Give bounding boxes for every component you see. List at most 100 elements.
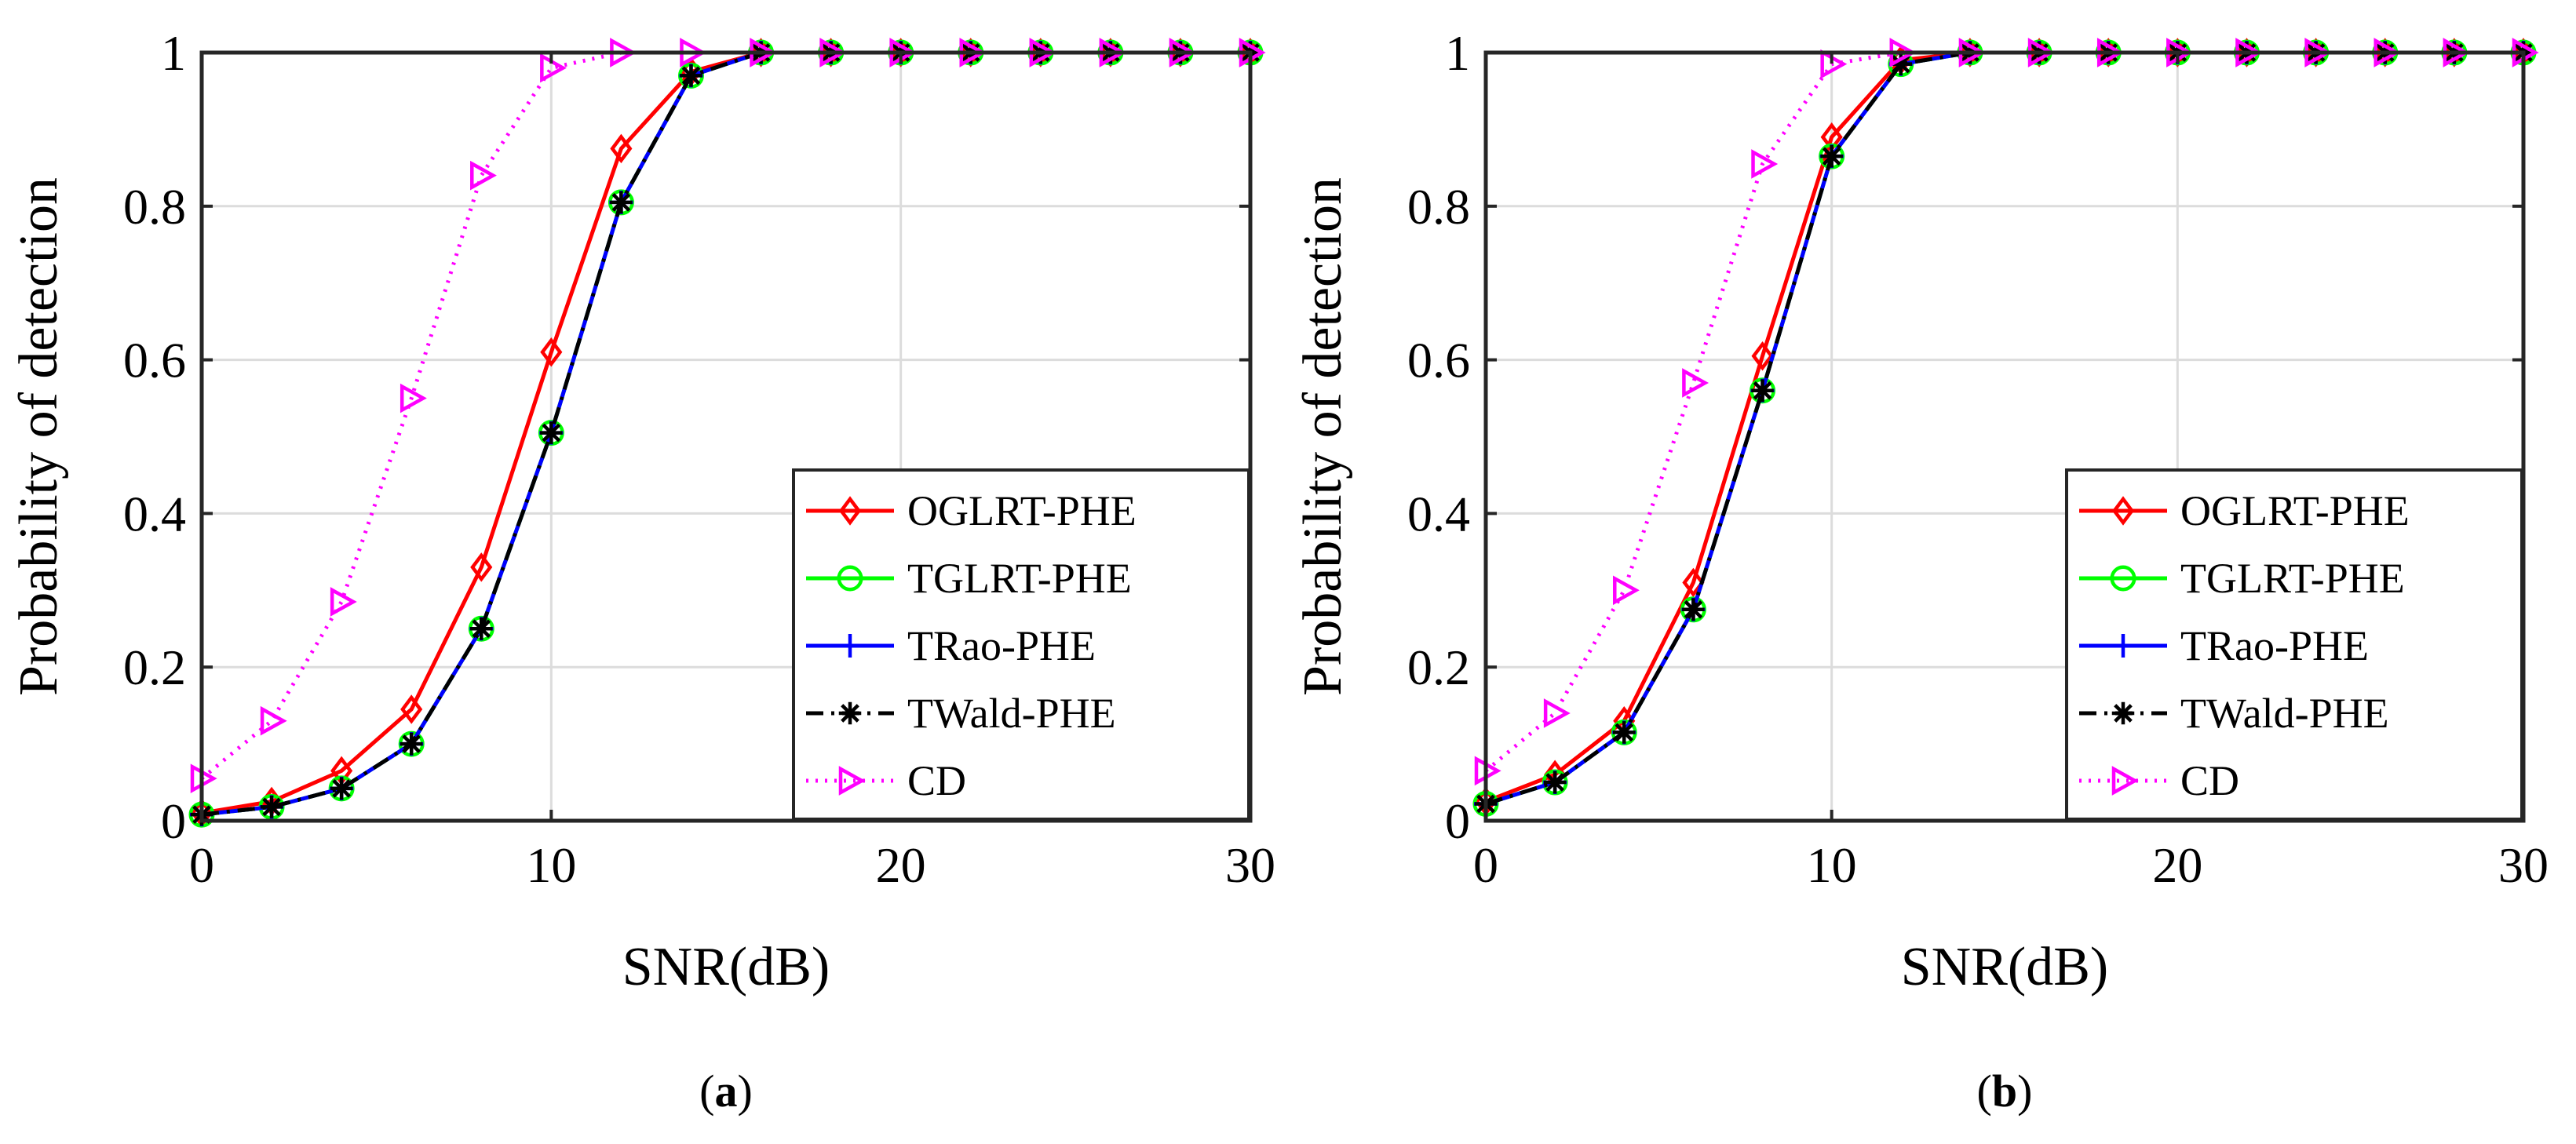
x-tick-label: 30 — [1225, 837, 1275, 893]
data-point — [400, 732, 423, 756]
x-tick-label: 20 — [876, 837, 926, 893]
legend-marker — [2111, 634, 2135, 658]
data-point-4 — [402, 734, 421, 753]
panel-label-letter: b — [1992, 1066, 2017, 1117]
data-point — [260, 705, 287, 736]
legend-label: TWald-PHE — [2180, 690, 2389, 737]
legend-label: TGLRT-PHE — [907, 555, 1132, 602]
data-point-4 — [1615, 723, 1634, 742]
legend-label: OGLRT-PHE — [2180, 487, 2410, 534]
legend-marker — [2111, 701, 2135, 725]
data-point — [540, 337, 563, 367]
y-tick-label: 1 — [1445, 25, 1470, 81]
y-tick-label: 0 — [1445, 793, 1470, 849]
data-point-4 — [1545, 773, 1564, 792]
legend-marker-4 — [841, 704, 859, 723]
y-tick-label: 0.6 — [1407, 333, 1470, 388]
data-point — [1613, 721, 1636, 744]
data-point — [1543, 771, 1567, 794]
y-axis-title: Probability of detection — [1293, 177, 1353, 696]
data-point-4 — [1891, 54, 1910, 74]
data-point-4 — [472, 619, 491, 639]
legend-label: CD — [2180, 757, 2239, 804]
data-point-4 — [332, 779, 351, 798]
y-axis-title: Probability of detection — [9, 177, 69, 696]
x-tick-label: 0 — [189, 837, 214, 893]
y-tick-label: 0.8 — [1407, 179, 1470, 235]
legend-marker — [2111, 766, 2139, 796]
legend-item-trao-phe: TRao-PHE — [806, 622, 1096, 669]
panel-label: (b) — [1977, 1066, 2033, 1117]
chart-panel-a: 0 10 20 30 0 0.2 0.4 0.6 0.8 1 SNR(dB) Probability … — [9, 25, 1275, 1117]
legend-item-oglrt-phe: OGLRT-PHE — [2079, 487, 2410, 534]
data-point — [400, 383, 427, 414]
legend-item-twald-phe: TWald-PHE — [2079, 690, 2389, 737]
legend-item-cd: CD — [806, 757, 966, 804]
data-point-4 — [262, 797, 281, 817]
chart-panel-b: 0 10 20 30 0 0.2 0.4 0.6 0.8 1 SNR(dB) Probability … — [1293, 25, 2549, 1117]
x-tick-label: 10 — [526, 837, 576, 893]
legend-label: CD — [907, 757, 966, 804]
data-point-4 — [1822, 147, 1841, 166]
legend-marker — [2110, 565, 2136, 592]
data-point — [540, 421, 563, 444]
legend-marker — [837, 565, 863, 592]
legend-item-trao-phe: TRao-PHE — [2079, 622, 2369, 669]
panel-label-letter: a — [715, 1066, 738, 1117]
x-axis-title: SNR(dB) — [1901, 937, 2108, 997]
data-point — [610, 191, 633, 214]
legend-marker — [838, 496, 862, 526]
data-point — [1682, 598, 1705, 621]
data-point — [470, 160, 497, 191]
panel-label-close: ) — [738, 1066, 753, 1117]
legend-label: OGLRT-PHE — [907, 487, 1137, 534]
y-tick-label: 0 — [161, 793, 186, 849]
data-point-4 — [1753, 381, 1772, 400]
y-tick-label: 0.8 — [123, 179, 186, 235]
panel-label-open: ( — [1977, 1066, 1992, 1117]
x-tick-label: 20 — [2152, 837, 2202, 893]
data-point-4 — [611, 193, 631, 212]
panel-label-open: ( — [699, 1066, 714, 1117]
legend-label: TRao-PHE — [2180, 622, 2369, 669]
data-point — [1751, 149, 1779, 179]
legend: OGLRT-PHE TGLRT-PHE TRao-PHE TWald-PHE CD — [2065, 468, 2523, 821]
legend-marker — [838, 766, 866, 796]
legend-item-tglrt-phe: TGLRT-PHE — [806, 555, 1132, 602]
legend-item-tglrt-phe: TGLRT-PHE — [2079, 555, 2405, 602]
data-point — [470, 618, 493, 640]
data-point — [1613, 575, 1640, 606]
data-point-4 — [1684, 599, 1703, 619]
y-tick-label: 0.6 — [123, 333, 186, 388]
data-point — [1820, 144, 1843, 168]
x-axis-title: SNR(dB) — [622, 937, 830, 997]
data-point — [680, 64, 702, 87]
panel-label: (a) — [699, 1066, 753, 1117]
x-tick-label: 30 — [2498, 837, 2549, 893]
data-point — [260, 796, 283, 818]
panel-label-close: ) — [2017, 1066, 2032, 1117]
legend-marker — [2111, 496, 2135, 526]
data-point — [330, 777, 353, 800]
data-point — [330, 587, 357, 617]
legend-label: TGLRT-PHE — [2180, 555, 2405, 602]
y-tick-label: 0.4 — [1407, 486, 1470, 541]
data-point — [1682, 368, 1709, 398]
data-point-4 — [542, 423, 561, 443]
x-tick-label: 10 — [1807, 837, 1857, 893]
axes-box — [1483, 50, 2526, 823]
legend: OGLRT-PHE TGLRT-PHE TRao-PHE TWald-PHE CD — [792, 468, 1250, 821]
y-tick-label: 0.2 — [1407, 639, 1470, 695]
legend-item-twald-phe: TWald-PHE — [806, 690, 1116, 737]
data-point-4 — [681, 66, 701, 86]
legend-label: TRao-PHE — [907, 622, 1096, 669]
legend-item-oglrt-phe: OGLRT-PHE — [806, 487, 1137, 534]
y-tick-label: 1 — [161, 25, 186, 81]
legend-label: TWald-PHE — [907, 690, 1116, 737]
y-tick-label: 0.4 — [123, 486, 186, 541]
data-point — [1682, 567, 1705, 598]
x-tick-label: 0 — [1473, 837, 1498, 893]
y-tick-label: 0.2 — [123, 639, 186, 695]
data-point — [1543, 698, 1571, 728]
